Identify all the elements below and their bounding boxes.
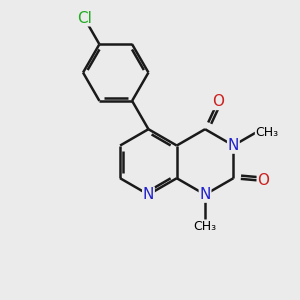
Text: N: N (200, 187, 211, 202)
Text: O: O (212, 94, 224, 110)
Text: CH₃: CH₃ (194, 220, 217, 233)
Text: Cl: Cl (77, 11, 92, 26)
Text: CH₃: CH₃ (256, 126, 279, 139)
Text: O: O (257, 173, 269, 188)
Text: N: N (143, 187, 154, 202)
Text: N: N (228, 138, 239, 153)
